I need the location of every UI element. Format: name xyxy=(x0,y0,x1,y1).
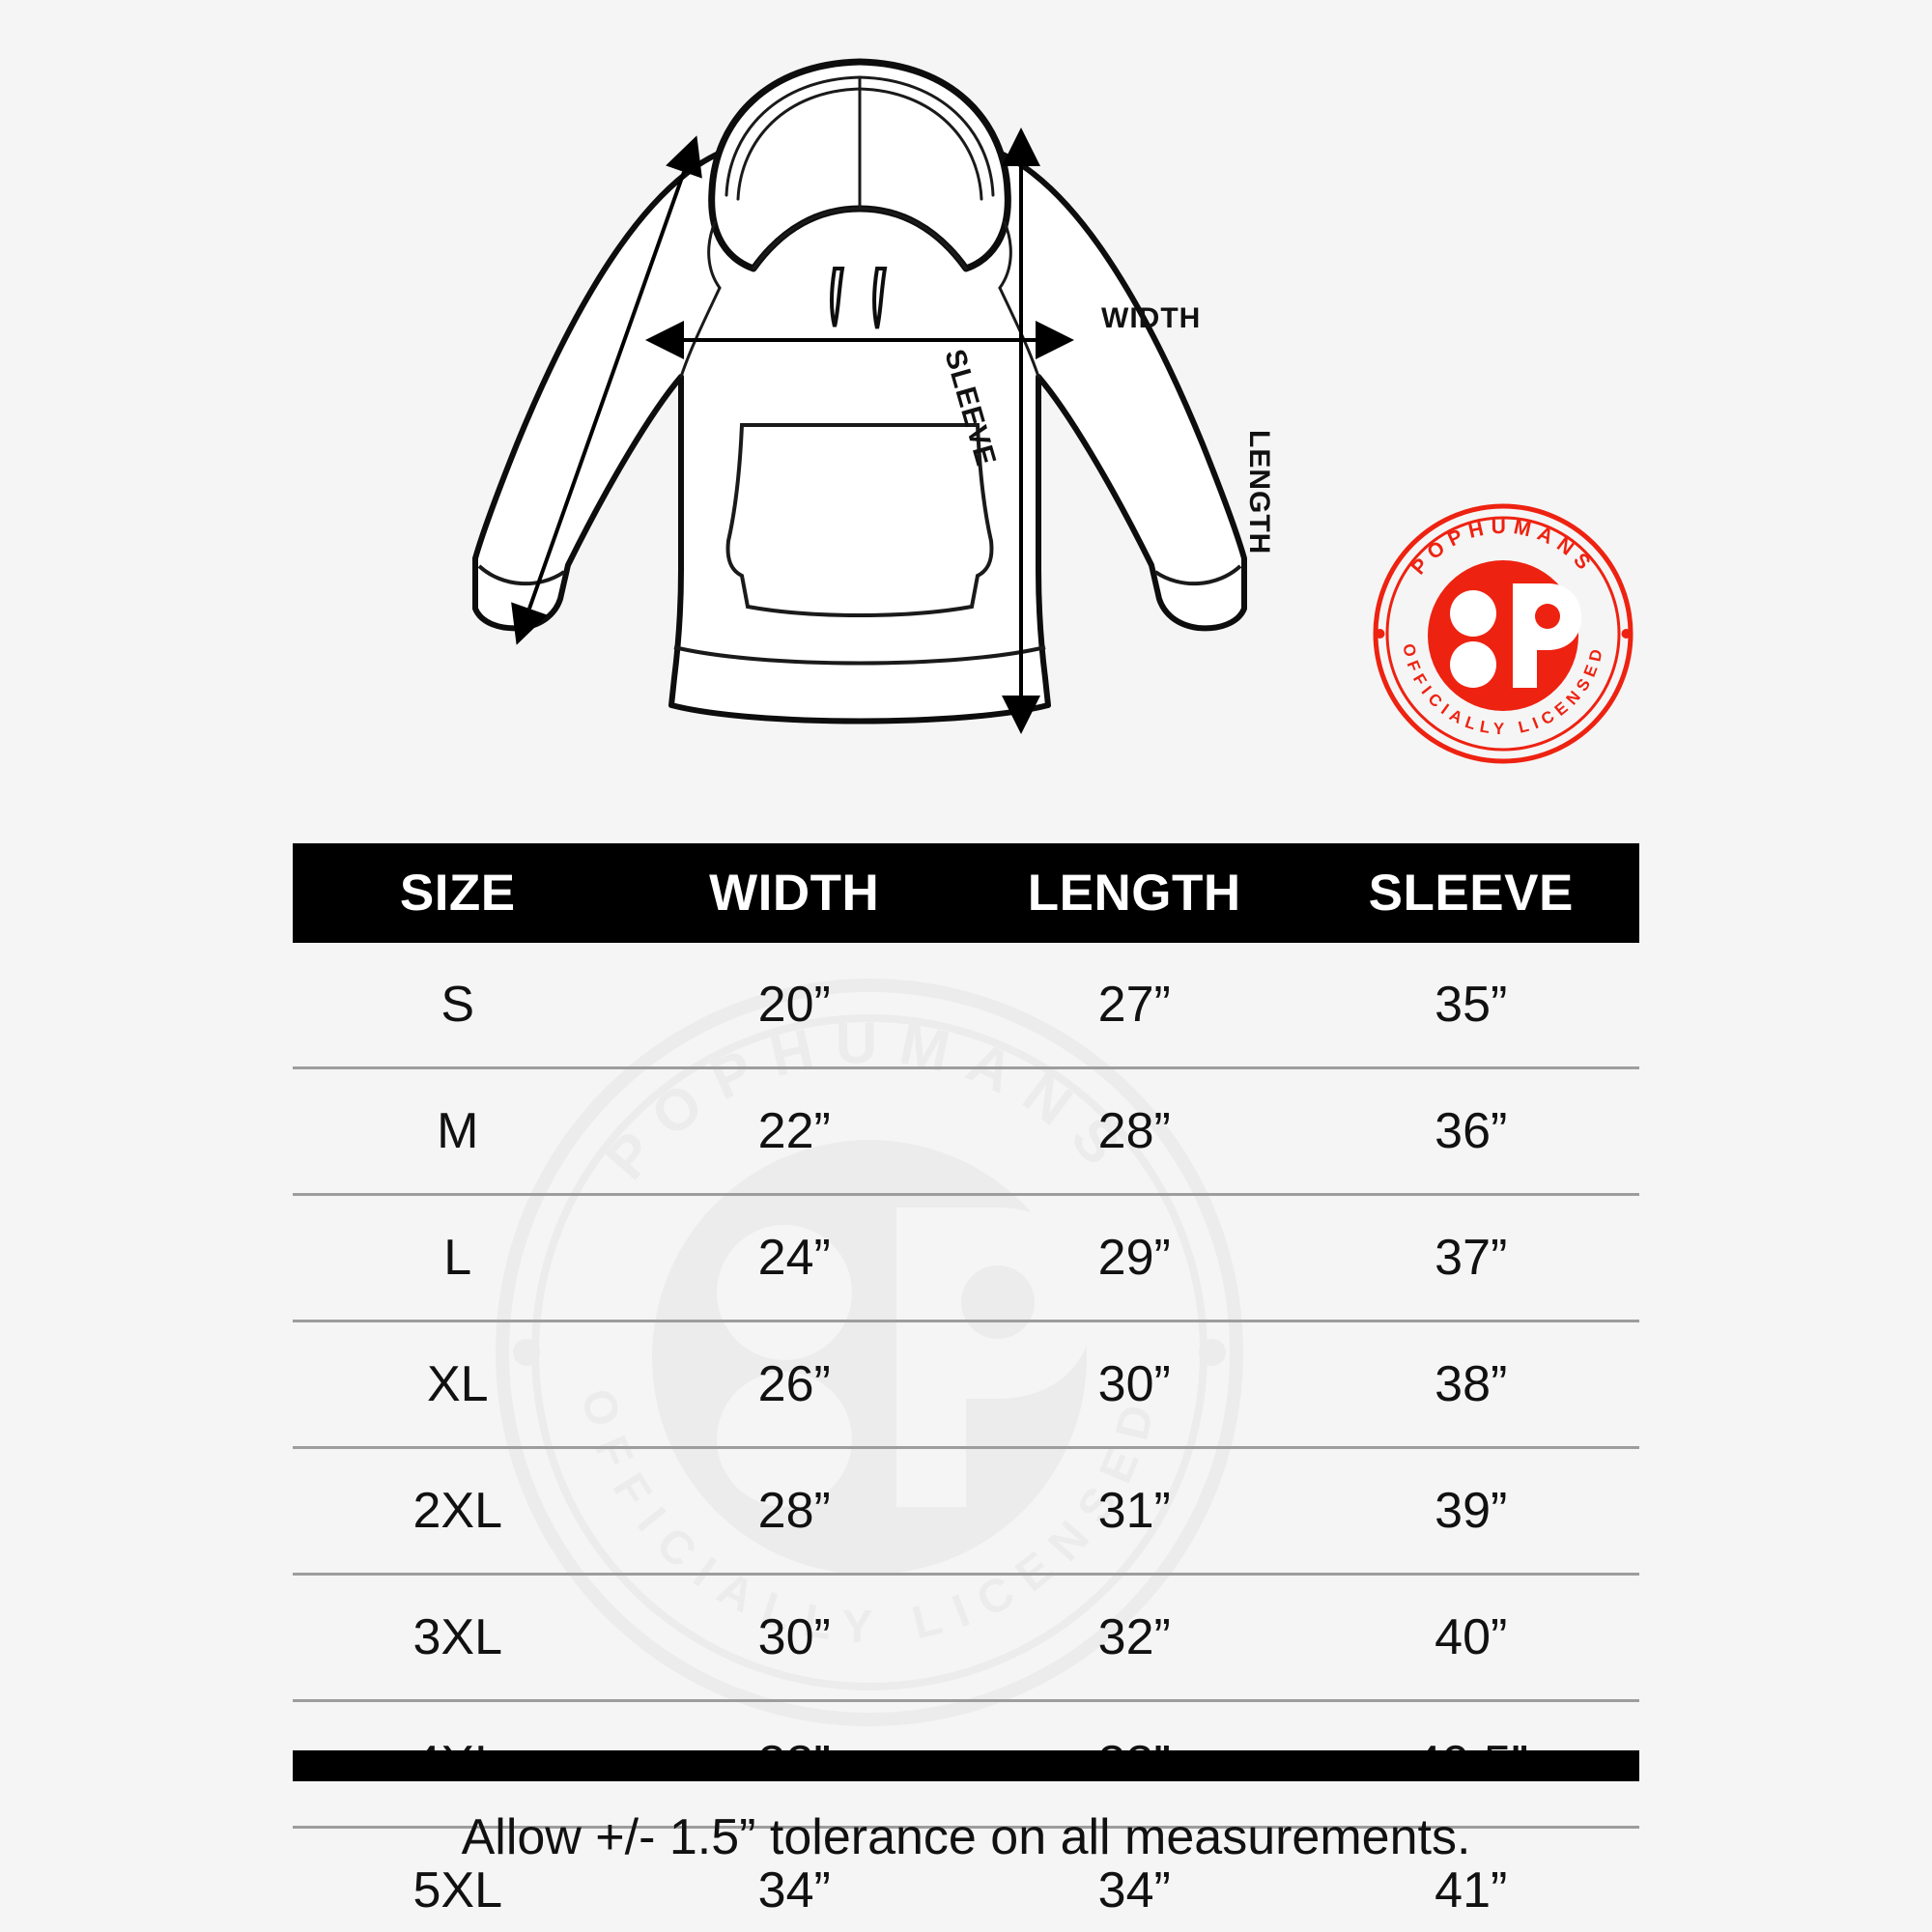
length-measure-label: LENGTH xyxy=(1243,430,1275,555)
column-header-size: SIZE xyxy=(293,843,623,943)
cell-length: 28” xyxy=(965,1066,1303,1195)
cell-length: 32” xyxy=(965,1573,1303,1701)
table-row: 5XL 34” 34” 41” xyxy=(293,1826,1639,1932)
cell-size: XL xyxy=(293,1320,623,1448)
cell-width: 24” xyxy=(622,1193,966,1321)
cell-size: 5XL xyxy=(293,1826,623,1932)
badge-colon-dot-bottom xyxy=(1450,641,1496,688)
cell-sleeve: 35” xyxy=(1435,977,1508,1033)
cell-width: 26” xyxy=(622,1320,966,1448)
cell-width: 20” xyxy=(757,977,831,1033)
badge-monogram-p xyxy=(1513,583,1581,688)
badge-dot-right xyxy=(1621,629,1632,639)
cell-size: 3XL xyxy=(293,1573,623,1701)
size-chart-table: SIZE WIDTH LENGTH SLEEVE S 20” 27” 35” M… xyxy=(293,843,1639,1932)
table-row: XL 26” 30” 38” xyxy=(293,1320,1639,1448)
cell-width: 34” xyxy=(622,1826,966,1932)
cell-sleeve: 37” xyxy=(1302,1193,1639,1321)
cell-size: L xyxy=(293,1193,623,1321)
column-header-sleeve: SLEEVE xyxy=(1302,843,1639,943)
cell-sleeve: 41” xyxy=(1302,1826,1639,1932)
table-row: 2XL 28” 31” 39” xyxy=(293,1446,1639,1575)
table-row: S 20” 27” 35” xyxy=(293,943,1639,1068)
table-row: 3XL 30” 32” 40” xyxy=(293,1573,1639,1701)
badge-monogram-p-counter xyxy=(1535,604,1560,629)
cell-size: M xyxy=(293,1066,623,1195)
column-header-width: WIDTH xyxy=(622,843,966,943)
footer-divider-bar xyxy=(293,1750,1639,1781)
cell-width: 22” xyxy=(622,1066,966,1195)
officially-licensed-badge: POPHUMANS OFFICIALLY LICENSED xyxy=(1368,498,1638,769)
cell-length: 31” xyxy=(965,1446,1303,1575)
table-header-row: SIZE WIDTH LENGTH SLEEVE xyxy=(293,843,1639,943)
table-row: M 22” 28” 36” xyxy=(293,1066,1639,1195)
cell-length: 29” xyxy=(965,1193,1303,1321)
badge-inner-ring xyxy=(1385,516,1621,752)
cell-length: 30” xyxy=(965,1320,1303,1448)
cell-width: 30” xyxy=(622,1573,966,1701)
cell-length: 34” xyxy=(965,1826,1303,1932)
cell-size: 2XL xyxy=(293,1446,623,1575)
table-row: L 24” 29” 37” xyxy=(293,1193,1639,1321)
cell-sleeve: 38” xyxy=(1302,1320,1639,1448)
cell-length: 27” xyxy=(1097,977,1171,1033)
sleeve-arrow xyxy=(511,135,702,645)
cell-sleeve: 40” xyxy=(1302,1573,1639,1701)
badge-colon-dot-top xyxy=(1450,590,1496,637)
badge-dot-left xyxy=(1375,629,1385,639)
cell-width: 28” xyxy=(622,1446,966,1575)
cell-size: S xyxy=(440,977,475,1033)
width-measure-label: WIDTH xyxy=(1101,302,1202,334)
hoodie-diagram: WIDTH LENGTH SLEEVE xyxy=(425,29,1294,821)
cell-sleeve: 39” xyxy=(1302,1446,1639,1575)
column-header-length: LENGTH xyxy=(965,843,1303,943)
tolerance-note: Allow +/- 1.5” tolerance on all measurem… xyxy=(461,1809,1471,1865)
cell-sleeve: 36” xyxy=(1302,1066,1639,1195)
